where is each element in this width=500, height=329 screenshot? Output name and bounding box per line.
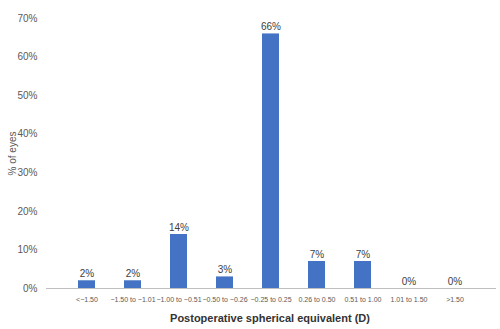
svg-text:50%: 50%	[17, 90, 37, 101]
svg-text:0%: 0%	[448, 276, 463, 287]
svg-text:14%: 14%	[169, 222, 189, 233]
svg-text:2%: 2%	[126, 268, 141, 279]
svg-text:0%: 0%	[23, 283, 38, 294]
svg-text:−0.25 to 0.25: −0.25 to 0.25	[250, 296, 291, 303]
svg-text:−1.50 to −1.01: −1.50 to −1.01	[110, 296, 155, 303]
html-text:Postoperative spherical equiva: Postoperative spherical equivalent (D)	[170, 312, 370, 324]
svg-text:7%: 7%	[356, 249, 371, 260]
svg-text:60%: 60%	[17, 51, 37, 62]
svg-text:70%: 70%	[17, 13, 37, 24]
svg-text:40%: 40%	[17, 128, 37, 139]
svg-text:1.01 to 1.50: 1.01 to 1.50	[391, 296, 428, 303]
svg-text:−0.50 to −0.26: −0.50 to −0.26	[202, 296, 247, 303]
svg-text:% of eyes: % of eyes	[7, 132, 18, 176]
svg-text:20%: 20%	[17, 206, 37, 217]
svg-text:<−1.50: <−1.50	[76, 296, 98, 303]
svg-text:0.26 to 0.50: 0.26 to 0.50	[299, 296, 336, 303]
svg-text:3%: 3%	[218, 264, 233, 275]
svg-text:−1.00 to −0.51: −1.00 to −0.51	[156, 296, 201, 303]
svg-text:2%: 2%	[80, 268, 95, 279]
svg-text:7%: 7%	[310, 249, 325, 260]
svg-text:30%: 30%	[17, 167, 37, 178]
svg-text:0%: 0%	[402, 276, 417, 287]
svg-text:10%: 10%	[17, 244, 37, 255]
svg-text:66%: 66%	[261, 21, 281, 32]
svg-text:0.51 to 1.00: 0.51 to 1.00	[345, 296, 382, 303]
svg-text:>1.50: >1.50	[446, 296, 464, 303]
